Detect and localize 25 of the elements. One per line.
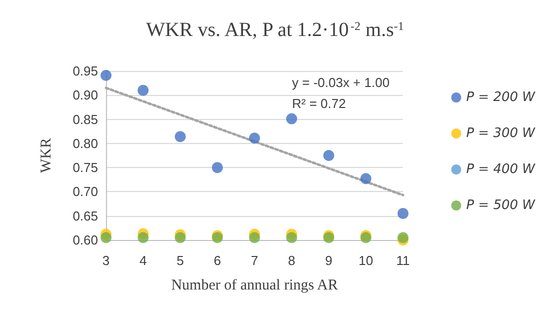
y-tick-label: 0.85: [72, 112, 98, 127]
x-axis-title: Number of annual rings AR: [171, 278, 338, 294]
y-tick-label: 0.70: [72, 184, 98, 200]
x-tick-label: 7: [250, 253, 258, 268]
legend-label: P = 400 W: [466, 162, 536, 177]
x-tick-label: 3: [102, 253, 110, 268]
x-tick-label: 10: [358, 253, 374, 268]
y-tick-label: 0.90: [72, 88, 98, 103]
x-tick-label: 9: [325, 253, 332, 268]
x-tick-label: 11: [396, 253, 410, 268]
x-tick-label: 8: [288, 253, 296, 268]
legend-label: P = 300 W: [466, 126, 536, 141]
y-tick-label: 0.60: [72, 232, 98, 248]
x-tick-label: 6: [214, 253, 221, 268]
annotation: R² = 0.72: [292, 96, 346, 111]
annotation: y = -0.03x + 1.00: [292, 75, 390, 90]
y-tick-label: 0.95: [72, 64, 98, 78]
y-tick-label: 0.65: [72, 208, 98, 224]
x-tick-label: 4: [140, 253, 147, 268]
legend-label: P = 500 W: [466, 198, 536, 213]
legend-label: P = 200 W: [466, 90, 536, 105]
y-tick-label: 0.75: [72, 160, 98, 176]
y-axis-title: WKR: [38, 138, 54, 173]
x-tick-label: 5: [176, 253, 184, 268]
y-tick-label: 0.80: [72, 136, 98, 151]
